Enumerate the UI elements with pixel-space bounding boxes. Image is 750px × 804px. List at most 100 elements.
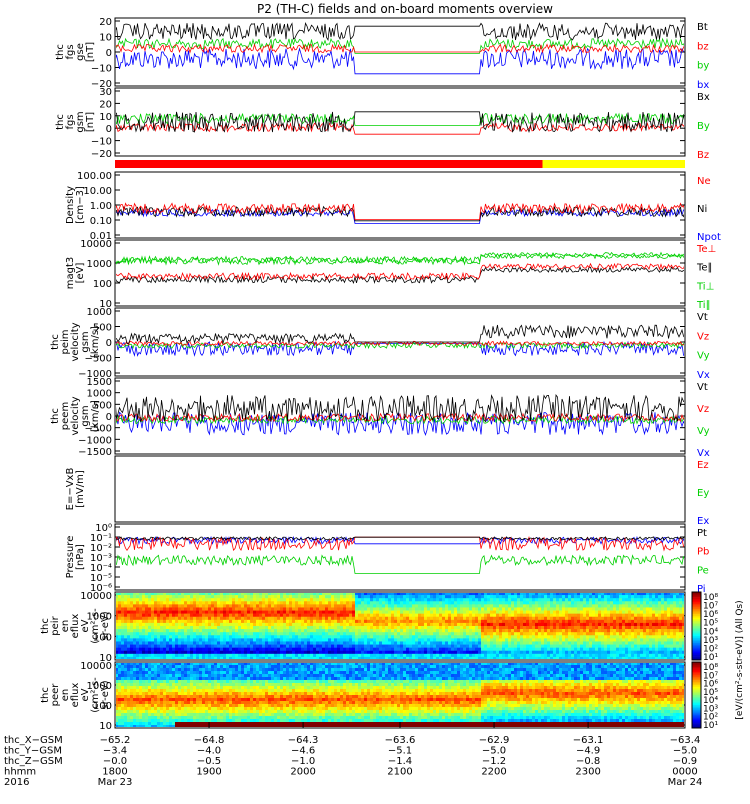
spectrogram-cell bbox=[655, 632, 658, 635]
spectrogram-cell bbox=[310, 604, 313, 607]
spectrogram-cell bbox=[130, 716, 133, 719]
spectrogram-cell bbox=[595, 635, 598, 638]
spectrogram-cell bbox=[262, 623, 265, 626]
spectrogram-cell bbox=[121, 645, 124, 648]
spectrogram-cell bbox=[589, 607, 592, 610]
spectrogram-cell bbox=[373, 620, 376, 623]
spectrogram-cell bbox=[679, 635, 682, 638]
spectrogram-cell bbox=[589, 654, 592, 657]
spectrogram-cell bbox=[253, 635, 256, 638]
spectrogram-cell bbox=[544, 601, 547, 604]
spectrogram-cell bbox=[559, 654, 562, 657]
spectrogram-cell bbox=[343, 598, 346, 601]
spectrogram-cell bbox=[397, 595, 400, 598]
spectrogram-cell bbox=[316, 629, 319, 632]
spectrogram-cell bbox=[298, 614, 301, 617]
spectrogram-cell bbox=[169, 671, 172, 674]
spectrogram-cell bbox=[430, 648, 433, 651]
spectrogram-cell bbox=[421, 617, 424, 620]
spectrogram-cell bbox=[379, 645, 382, 648]
spectrogram-cell bbox=[544, 595, 547, 598]
spectrogram-cell bbox=[256, 604, 259, 607]
spectrogram-cell bbox=[511, 595, 514, 598]
spectrogram-cell bbox=[253, 654, 256, 657]
spectrogram-cell bbox=[322, 595, 325, 598]
y-tick-label: −1500 bbox=[78, 447, 112, 458]
spectrogram-cell bbox=[382, 604, 385, 607]
spectrogram-cell bbox=[619, 651, 622, 654]
spectrogram-cell bbox=[172, 638, 175, 641]
spectrogram-cell bbox=[478, 648, 481, 651]
spectrogram-cell bbox=[649, 601, 652, 604]
spectrogram-cell bbox=[469, 629, 472, 632]
spectrogram-cell bbox=[148, 629, 151, 632]
spectrogram-cell bbox=[364, 648, 367, 651]
spectrogram-cell bbox=[472, 617, 475, 620]
spectrogram-cell bbox=[223, 626, 226, 629]
spectrogram-cell bbox=[163, 692, 166, 695]
spectrogram-cell bbox=[316, 648, 319, 651]
spectrogram-cell bbox=[343, 620, 346, 623]
spectrogram-cell bbox=[475, 626, 478, 629]
spectrogram-cell bbox=[442, 635, 445, 638]
spectrogram-cell bbox=[175, 635, 178, 638]
spectrogram-cell bbox=[469, 595, 472, 598]
spectrogram-cell bbox=[166, 692, 169, 695]
spectrogram-cell bbox=[298, 635, 301, 638]
spectrogram-cell bbox=[376, 620, 379, 623]
spectrogram-cell bbox=[274, 611, 277, 614]
spectrogram-cell bbox=[634, 614, 637, 617]
spectrogram-cell bbox=[181, 614, 184, 617]
spectrogram-cell bbox=[325, 614, 328, 617]
spectrogram-cell bbox=[517, 607, 520, 610]
spectrogram-cell bbox=[286, 654, 289, 657]
spectrogram-cell bbox=[505, 648, 508, 651]
legend-by: By bbox=[697, 121, 710, 132]
spectrogram-cell bbox=[493, 601, 496, 604]
spectrogram-cell bbox=[484, 651, 487, 654]
spectrogram-cell bbox=[529, 604, 532, 607]
spectrogram-cell bbox=[130, 598, 133, 601]
spectrogram-cell bbox=[283, 632, 286, 635]
spectrogram-cell bbox=[151, 635, 154, 638]
spectrogram-cell bbox=[442, 604, 445, 607]
spectrogram-cell bbox=[646, 651, 649, 654]
spectrogram-cell bbox=[175, 704, 178, 707]
spectrogram-cell bbox=[619, 629, 622, 632]
spectrogram-cell bbox=[196, 648, 199, 651]
spectrogram-cell bbox=[562, 604, 565, 607]
spectrogram-cell bbox=[244, 617, 247, 620]
spectrogram-cell bbox=[460, 626, 463, 629]
spectrogram-cell bbox=[160, 665, 163, 668]
spectrogram-cell bbox=[280, 626, 283, 629]
spectrogram-cell bbox=[487, 620, 490, 623]
spectrogram-cell bbox=[577, 614, 580, 617]
spectrogram-cell bbox=[631, 601, 634, 604]
spectrogram-cell bbox=[454, 623, 457, 626]
spectrogram-cell bbox=[187, 617, 190, 620]
spectrogram-cell bbox=[637, 651, 640, 654]
spectrogram-cell bbox=[529, 645, 532, 648]
spectrogram-cell bbox=[586, 635, 589, 638]
panel-ylabel: [nT] bbox=[85, 112, 96, 132]
spectrogram-cell bbox=[373, 654, 376, 657]
spectrogram-cell bbox=[178, 638, 181, 641]
spectrogram-cell bbox=[130, 632, 133, 635]
spectrogram-cell bbox=[451, 638, 454, 641]
spectrogram-cell bbox=[187, 651, 190, 654]
spectrogram-cell bbox=[427, 595, 430, 598]
spectrogram-cell bbox=[535, 635, 538, 638]
spectrogram-cell bbox=[334, 611, 337, 614]
spectrogram-cell bbox=[361, 632, 364, 635]
spectrogram-cell bbox=[643, 632, 646, 635]
spectrogram-cell bbox=[667, 629, 670, 632]
spectrogram-cell bbox=[337, 607, 340, 610]
spectrogram-cell bbox=[121, 713, 124, 716]
y-tick-label: 10 bbox=[99, 112, 112, 123]
spectrogram-cell bbox=[637, 632, 640, 635]
y-tick-label: 10 bbox=[99, 721, 112, 732]
spectrogram-cell bbox=[628, 626, 631, 629]
spectrogram-cell bbox=[553, 638, 556, 641]
spectrogram-cell bbox=[268, 601, 271, 604]
